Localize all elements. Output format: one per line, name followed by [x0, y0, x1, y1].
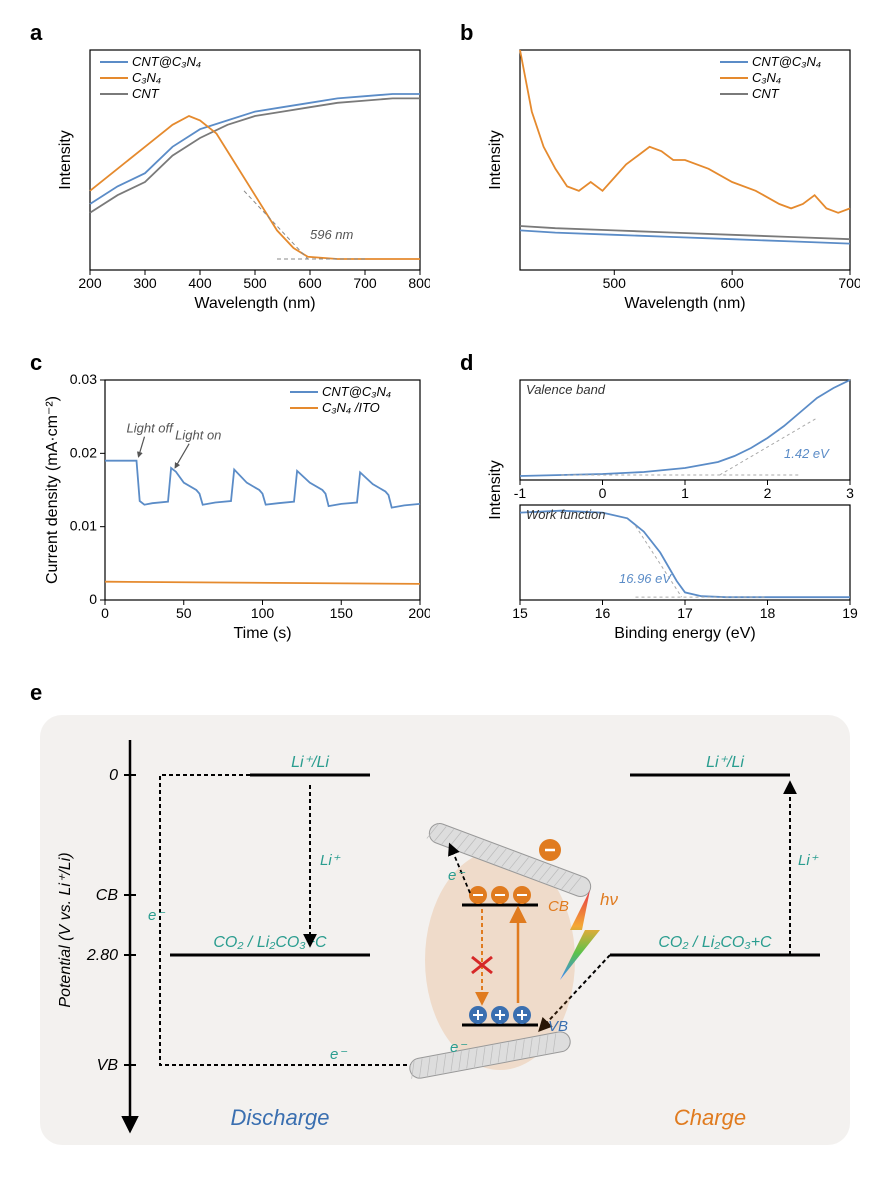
svg-text:Current density (mA·cm⁻²): Current density (mA·cm⁻²)	[44, 396, 61, 584]
svg-text:15: 15	[512, 605, 528, 621]
panel-c-label: c	[30, 350, 42, 376]
chart-b: 500 600 700 Wavelength (nm) Intensity CNT@C₃N…	[460, 20, 860, 320]
svg-text:CB: CB	[96, 887, 119, 904]
svg-text:e⁻: e⁻	[450, 1039, 467, 1056]
svg-text:700: 700	[838, 275, 860, 291]
svg-text:0: 0	[599, 485, 607, 501]
svg-text:e⁻: e⁻	[448, 867, 465, 884]
svg-text:Light on: Light on	[175, 428, 221, 443]
svg-text:C₃N₄ /ITO: C₃N₄ /ITO	[322, 400, 380, 415]
panel-a-label: a	[30, 20, 42, 46]
svg-text:VB: VB	[548, 1018, 568, 1035]
svg-text:3: 3	[846, 485, 854, 501]
panel-b-label: b	[460, 20, 473, 46]
svg-text:19: 19	[842, 605, 858, 621]
diagram-e: Potential (V vs. Li⁺/Li) 0 CB 2.80 VB Li⁺/Li C…	[30, 680, 860, 1160]
svg-text:Binding energy (eV): Binding energy (eV)	[614, 625, 755, 642]
svg-text:50: 50	[176, 605, 192, 621]
panel-d-label: d	[460, 350, 473, 376]
svg-text:Li⁺/Li: Li⁺/Li	[291, 754, 329, 771]
svg-text:800: 800	[408, 275, 430, 291]
panel-d: d -1 0 1 2 3 Valence band 1.42 eV Intensity 15 16…	[460, 350, 860, 650]
svg-text:-1: -1	[514, 485, 527, 501]
svg-text:2.80: 2.80	[86, 947, 118, 964]
svg-text:0.01: 0.01	[70, 518, 97, 534]
svg-text:hν: hν	[600, 890, 618, 909]
chart-c: 0 50 100 150 200 0 0.01 0.02 0.03 Time (s) Current…	[30, 350, 430, 650]
panel-e: e Potential (V vs. Li⁺/Li) 0 CB 2.80 VB Li⁺/L…	[30, 680, 860, 1160]
svg-text:Work function: Work function	[526, 507, 605, 522]
svg-text:300: 300	[133, 275, 157, 291]
svg-text:0: 0	[101, 605, 109, 621]
svg-text:200: 200	[78, 275, 102, 291]
svg-text:CB: CB	[548, 898, 569, 915]
svg-text:Valence band: Valence band	[526, 382, 606, 397]
svg-text:400: 400	[188, 275, 212, 291]
svg-text:600: 600	[720, 275, 744, 291]
svg-text:0.03: 0.03	[70, 371, 97, 387]
svg-text:CNT@C₃N₄: CNT@C₃N₄	[322, 384, 391, 399]
svg-text:CO₂ / Li₂CO₃+C: CO₂ / Li₂CO₃+C	[658, 934, 772, 951]
panel-e-label: e	[30, 680, 42, 706]
svg-text:2: 2	[764, 485, 772, 501]
svg-text:e⁻: e⁻	[148, 907, 165, 924]
svg-text:CNT: CNT	[752, 86, 780, 101]
svg-text:VB: VB	[97, 1057, 119, 1074]
svg-text:Li⁺: Li⁺	[798, 852, 819, 869]
svg-text:1.42 eV: 1.42 eV	[784, 446, 830, 461]
svg-text:500: 500	[603, 275, 627, 291]
svg-text:17: 17	[677, 605, 693, 621]
svg-text:1: 1	[681, 485, 689, 501]
chart-a: 200 300 400 500 600 700 800 Wavelength (nm) Inte…	[30, 20, 430, 320]
svg-text:0: 0	[89, 591, 97, 607]
svg-text:Wavelength (nm): Wavelength (nm)	[624, 295, 745, 312]
svg-text:Potential (V vs. Li⁺/Li): Potential (V vs. Li⁺/Li)	[57, 852, 74, 1007]
panel-c: c 0 50 100 150 200 0 0.01 0.02 0.03 Time (s) Curre…	[30, 350, 430, 650]
svg-text:16: 16	[595, 605, 611, 621]
discharge-label: Discharge	[230, 1105, 329, 1130]
svg-text:700: 700	[353, 275, 377, 291]
svg-text:Intensity: Intensity	[57, 130, 74, 190]
svg-text:200: 200	[408, 605, 430, 621]
svg-text:0: 0	[109, 767, 118, 784]
svg-text:CNT: CNT	[132, 86, 160, 101]
panel-b: b 500 600 700 Wavelength (nm) Intensity CNT@C…	[460, 20, 860, 320]
svg-text:16.96 eV: 16.96 eV	[619, 571, 672, 586]
svg-text:0.02: 0.02	[70, 444, 97, 460]
charge-label: Charge	[674, 1105, 746, 1130]
annotation-596nm: 596 nm	[310, 227, 354, 242]
svg-text:C₃N₄: C₃N₄	[132, 70, 161, 85]
svg-text:C₃N₄: C₃N₄	[752, 70, 781, 85]
svg-text:Li⁺: Li⁺	[320, 852, 341, 869]
svg-text:600: 600	[298, 275, 322, 291]
chart-d: -1 0 1 2 3 Valence band 1.42 eV Intensity 15 16 17…	[460, 350, 860, 650]
panel-a: a 200 300 400 500 600 700 800 Wavelength (nm) In…	[30, 20, 430, 320]
svg-text:18: 18	[760, 605, 776, 621]
svg-text:Light off: Light off	[127, 421, 175, 436]
svg-text:Intensity: Intensity	[487, 130, 504, 190]
svg-text:CNT@C₃N₄: CNT@C₃N₄	[752, 54, 821, 69]
svg-text:Wavelength (nm): Wavelength (nm)	[194, 295, 315, 312]
svg-text:Time (s): Time (s)	[233, 625, 291, 642]
svg-text:150: 150	[330, 605, 354, 621]
svg-text:e⁻: e⁻	[330, 1046, 347, 1063]
svg-text:500: 500	[243, 275, 267, 291]
svg-text:CNT@C₃N₄: CNT@C₃N₄	[132, 54, 201, 69]
svg-text:Li⁺/Li: Li⁺/Li	[706, 754, 744, 771]
svg-text:100: 100	[251, 605, 275, 621]
svg-text:Intensity: Intensity	[487, 460, 504, 520]
